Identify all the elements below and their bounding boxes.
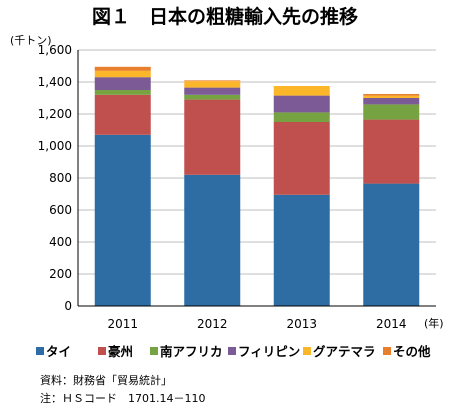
x-axis-labels: 2011 2012 2013 2014 (107, 317, 406, 331)
legend-label: その他 (393, 344, 431, 359)
legend-swatch (98, 347, 106, 355)
x-tick-label: 2014 (376, 317, 407, 331)
legend-swatch (383, 347, 391, 355)
y-tick-label: 1,400 (38, 75, 72, 89)
legend-swatch (150, 347, 158, 355)
bar-segment (94, 70, 151, 78)
bar-segment (273, 194, 330, 306)
y-tick-label: 400 (49, 235, 72, 249)
bar-segment (94, 77, 151, 90)
bar-segment (94, 134, 151, 306)
legend-label: グアテマラ (313, 344, 376, 359)
legend-swatch (303, 347, 311, 355)
legend-swatch (228, 347, 236, 355)
bar-segment (363, 95, 420, 98)
hs-code-note: 注：ＨＳコード 1701.14－110 (40, 391, 205, 405)
bar-segment (184, 99, 241, 175)
bar-segment (94, 66, 151, 71)
bar-segment (94, 94, 151, 135)
bar-segment (363, 104, 420, 120)
bars (94, 66, 420, 306)
legend-label: フィリピン (238, 344, 300, 359)
bar-segment (184, 87, 241, 95)
bar-segment (184, 174, 241, 306)
y-tick-label: 200 (49, 267, 72, 281)
bar-segment (94, 90, 151, 95)
x-tick-label: 2011 (107, 317, 138, 331)
bar-segment (273, 122, 330, 195)
bar-segment (273, 95, 330, 113)
y-tick-label: 0 (64, 299, 72, 313)
legend-label: 南アフリカ (160, 344, 223, 359)
y-tick-label: 1,600 (38, 43, 72, 57)
legend-label: タイ (46, 344, 71, 359)
y-tick-label: 1,000 (38, 139, 72, 153)
x-tick-label: 2013 (286, 317, 317, 331)
y-tick-label: 600 (49, 203, 72, 217)
bar-segment (184, 80, 241, 82)
x-tick-label: 2012 (197, 317, 228, 331)
bar-segment (363, 98, 420, 105)
legend: タイ 豪州 南アフリカ フィリピン グアテマラ その他 (36, 344, 431, 359)
y-axis-ticks: 0 200 400 600 800 1,000 1,200 1,400 1,600 (38, 43, 72, 313)
legend-label: 豪州 (108, 344, 133, 359)
bar-segment (184, 94, 241, 100)
bar-segment (273, 86, 330, 96)
x-axis-unit: (年) (424, 316, 444, 330)
y-tick-label: 800 (49, 171, 72, 185)
source-note: 資料：財務省「貿易統計」 (40, 373, 172, 387)
bar-segment (363, 94, 420, 96)
y-tick-label: 1,200 (38, 107, 72, 121)
chart-title: 図１ 日本の粗糖輸入先の推移 (92, 5, 358, 28)
bar-segment (363, 119, 420, 184)
bar-segment (363, 183, 420, 306)
legend-swatch (36, 347, 44, 355)
y-axis-unit: (千トン) (10, 34, 52, 47)
bar-segment (184, 81, 241, 88)
bar-segment (273, 112, 330, 122)
